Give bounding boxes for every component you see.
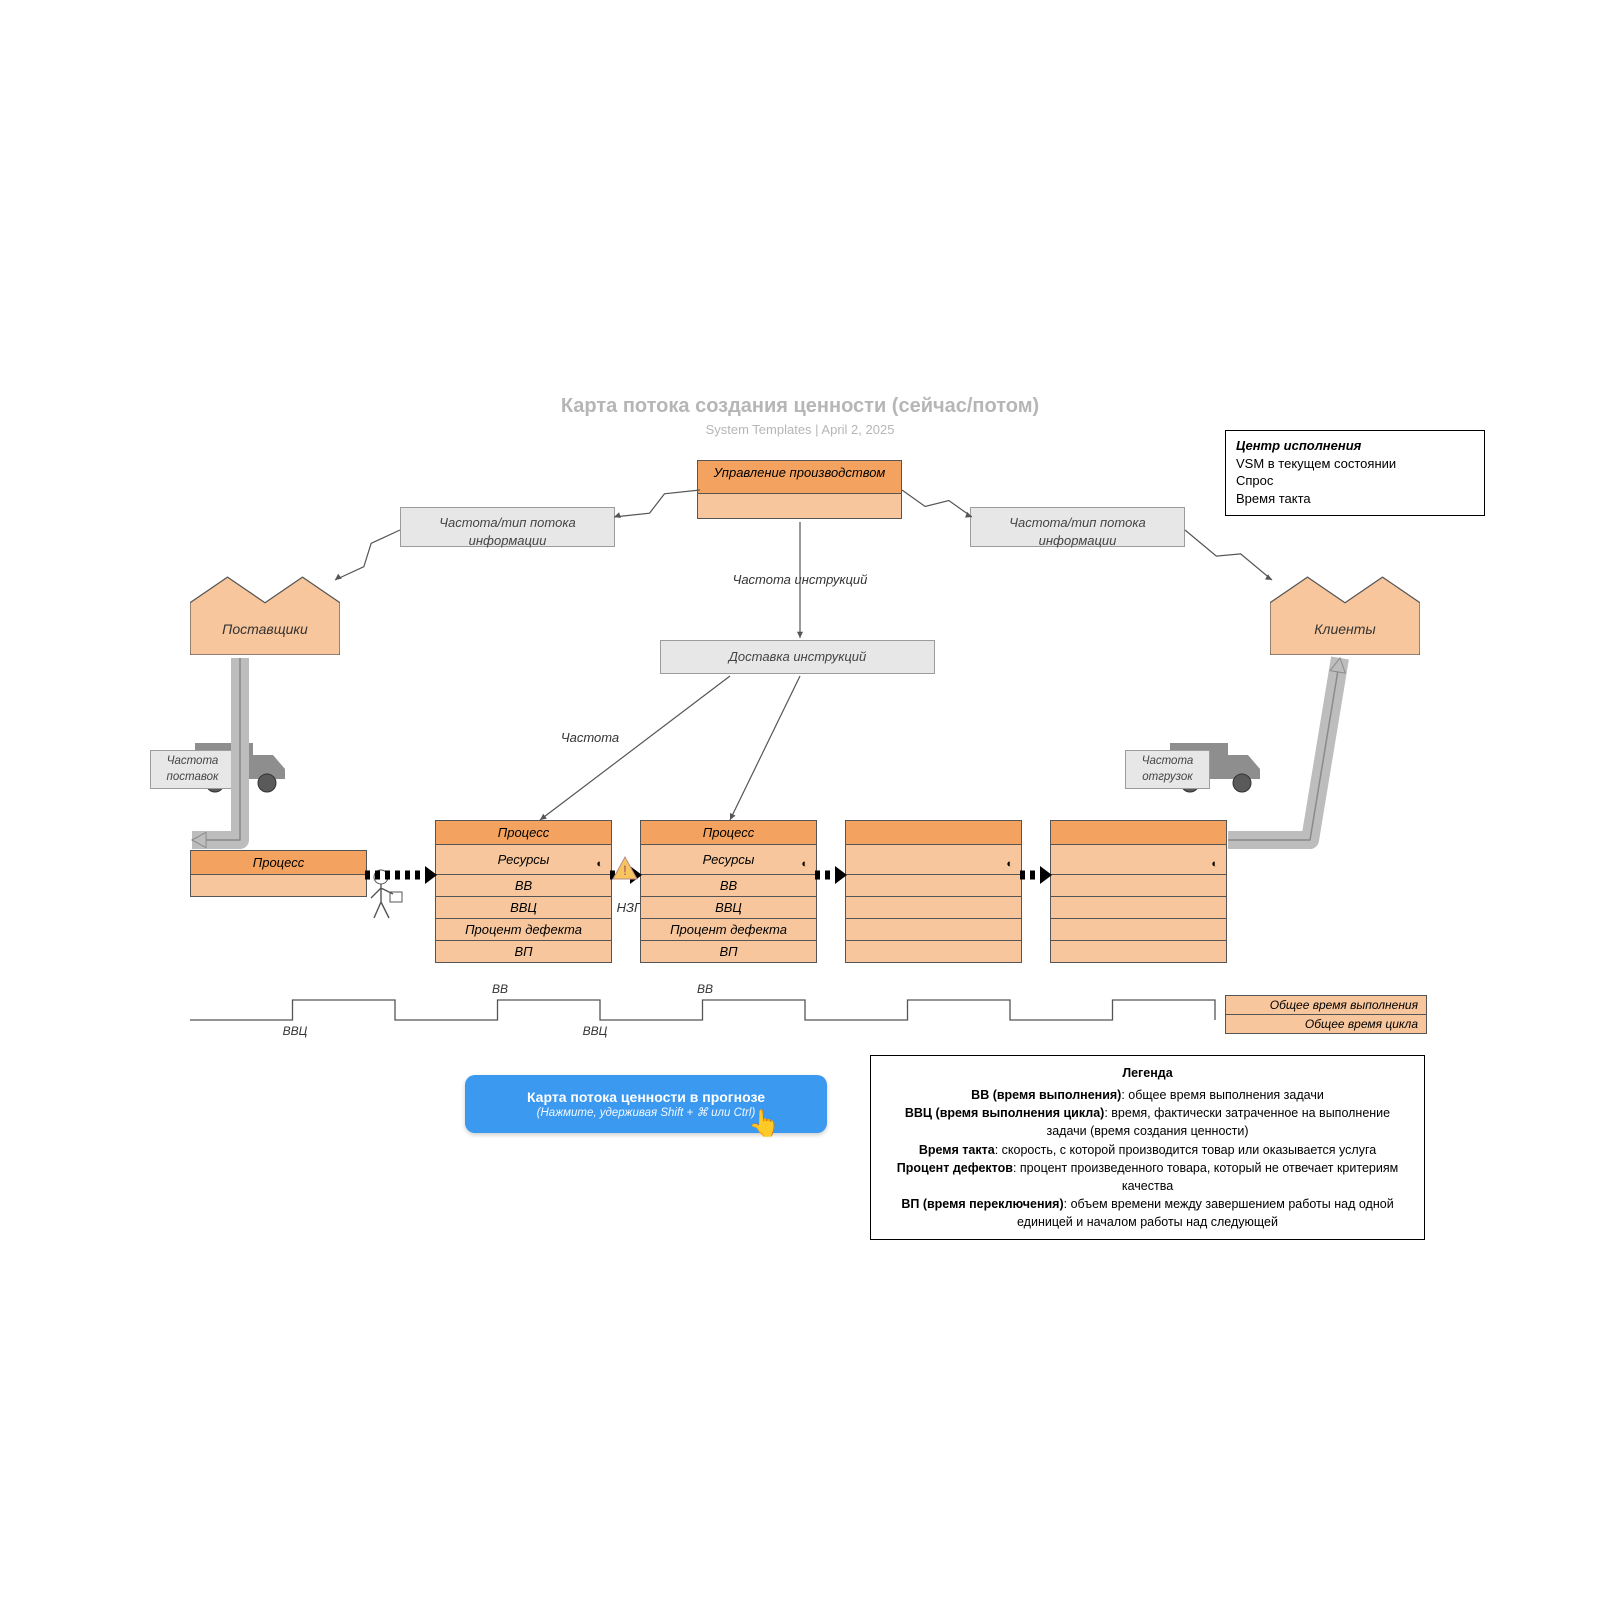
info-flow-left: Частота/тип потока информации <box>400 507 615 547</box>
page-title: Карта потока создания ценности (сейчас/п… <box>0 395 1600 418</box>
svg-text:Клиенты: Клиенты <box>1314 621 1376 637</box>
summary-box: Общее время выполненияОбщее время цикла <box>1225 995 1427 1034</box>
arrows-overlay: ! <box>0 0 1600 1600</box>
svg-text:Поставщики: Поставщики <box>222 621 308 637</box>
legend-box: ЛегендаВВ (время выполнения): общее врем… <box>870 1055 1425 1240</box>
customer-icon: Клиенты <box>1270 560 1420 655</box>
production-control-box: Управление производством <box>697 460 902 519</box>
fulfillment-center-box: Центр исполненияVSM в текущем состоянииС… <box>1225 430 1485 516</box>
process-box: ◐ <box>845 820 1022 963</box>
process-box: ПроцессРесурсы◐ВВВВЦПроцент дефектаВП <box>435 820 612 963</box>
info-flow-right: Частота/тип потока информации <box>970 507 1185 547</box>
deliver-instructions-box: Доставка инструкций <box>660 640 935 674</box>
diagram-stage: Карта потока создания ценности (сейчас/п… <box>0 0 1600 1600</box>
truck-right-label: Частота отгрузок <box>1125 750 1210 789</box>
frequency-label: Частота <box>530 730 650 745</box>
cursor-icon: 👆 <box>748 1108 780 1139</box>
process-box: Процесс <box>190 850 367 897</box>
supplier-icon: Поставщики <box>190 560 340 655</box>
truck-left-label: Частота поставок <box>150 750 235 789</box>
svg-text:!: ! <box>623 862 627 878</box>
instruction-frequency-label: Частота инструкций <box>700 572 900 587</box>
process-box: ◐ <box>1050 820 1227 963</box>
process-box: ПроцессРесурсы◐ВВВВЦПроцент дефектаВП <box>640 820 817 963</box>
